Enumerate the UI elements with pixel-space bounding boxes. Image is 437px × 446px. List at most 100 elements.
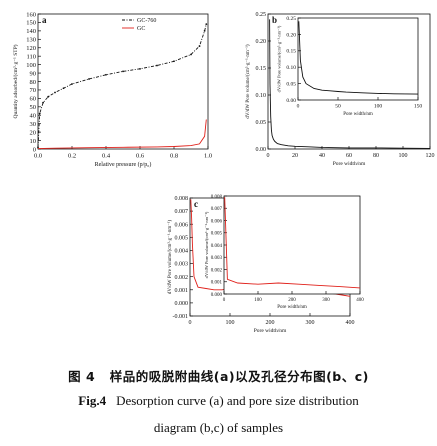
panel-a-xtick-label-3: 0.6 — [136, 153, 145, 160]
panel-b-xtick-label-2: 40 — [319, 153, 325, 159]
panel-a-letter: a — [42, 15, 47, 25]
panel-a-series-0-point-15 — [203, 29, 206, 32]
panel-b-inset-xlabel: Pore width/nm — [343, 112, 373, 117]
panel-b-ytick-label-1: 0.05 — [256, 120, 267, 126]
panel-c-inset-ytick-label-0: 0.000 — [211, 293, 223, 298]
caption-cn-label: 图 4 — [68, 369, 96, 384]
panel-c-inset-ytick-label-8: 0.008 — [211, 195, 223, 200]
panel-a-series-0-point-3 — [47, 95, 50, 98]
panel-b-inset-series-0-line — [298, 21, 419, 95]
panel-a-frame — [37, 13, 209, 150]
panel-a-ytick-label-10: 100 — [26, 62, 36, 69]
panel-c-inset-ytick-label-5: 0.005 — [211, 232, 223, 237]
panel-c-inset-xtick-label-1: 100 — [254, 298, 262, 303]
panel-b: 0 20 40 60 80 100 120 0.00 0.05 0.10 0.15 0.20 0.25 P… — [245, 12, 435, 167]
panel-a-series-0-point-14 — [198, 45, 201, 47]
panel-b-inset-xtick-label-2: 100 — [374, 104, 383, 110]
panel-b-letter: b — [272, 15, 277, 25]
panel-b-inset-ytick-label-4: 0.20 — [286, 32, 296, 38]
panel-c-ytick-label-0: -0.001 — [173, 314, 189, 320]
panel-a-ylabel: Quantity adsorbed/(cm³·g⁻¹ STP) — [12, 44, 19, 118]
panel-b-inset-frame — [297, 17, 419, 101]
panel-a-series-0-point-8 — [105, 73, 107, 76]
panel-c-xtick-label-2: 200 — [266, 320, 275, 326]
panel-a-series-0-point-16 — [205, 23, 208, 26]
panel-a-series-0-point-0 — [37, 146, 39, 149]
panel-a-series-0-point-10 — [139, 67, 141, 70]
panel-a-xtick-label-2: 0.4 — [102, 153, 111, 160]
panel-b-ytick-label-0: 0.00 — [256, 147, 267, 153]
panel-b-xtick-label-6: 120 — [426, 153, 435, 159]
panel-c-inset-xtick-label-4: 400 — [356, 298, 364, 303]
panel-c-inset-xtick-label-2: 200 — [288, 298, 296, 303]
panel-a-xtick-label-1: 0.2 — [68, 153, 76, 160]
caption-en-text-1: Desorption curve (a) and pore size distr… — [116, 393, 359, 408]
panel-c-ytick-label-3: 0.002 — [175, 275, 189, 281]
panel-a-xtick-label-5: 1.0 — [204, 153, 212, 160]
panel-a-series-0-point-12 — [173, 60, 175, 63]
caption-cn: 图 4 样品的吸脱附曲线(a)以及孔径分布图(b、c) — [0, 366, 437, 385]
panel-a-ytick-label-11: 110 — [26, 53, 36, 60]
panel-c-inset-xlabel: Pore width/nm — [277, 305, 307, 310]
panel-a-ytick-label-9: 90 — [30, 70, 37, 77]
panel-c-ytick-label-9: 0.008 — [175, 196, 189, 202]
panel-a-series-0-point-13 — [190, 53, 192, 56]
panel-a-xtick-label-0: 0.0 — [34, 153, 42, 160]
panel-a-ytick-label-2: 20 — [30, 129, 37, 136]
panel-a-ytick-label-7: 70 — [30, 87, 37, 94]
panel-c-ytick-label-2: 0.001 — [175, 288, 189, 294]
panel-c-ytick-label-7: 0.006 — [175, 222, 189, 228]
panel-a-ytick-label-13: 130 — [26, 37, 36, 44]
panel-b-inset-ylabel: dV/dW Pore volume/(cm³·g⁻¹·nm⁻¹) — [276, 25, 281, 92]
panel-a-series-0-line — [37, 23, 207, 148]
panel-b-inset-bg — [298, 18, 418, 100]
panel-c-ytick-label-6: 0.005 — [175, 235, 189, 241]
panel-c-letter: c — [194, 199, 198, 209]
panel-a-ytick-label-0: 0 — [33, 146, 36, 153]
panel-b-inset-ytick-label-3: 0.15 — [286, 49, 296, 55]
panel-c-inset-ylabel: dV/dW Pore volume/(cm³·g⁻¹·nm⁻¹) — [204, 211, 209, 278]
panel-b-xtick-label-1: 20 — [292, 153, 298, 159]
caption-en-label: Fig.4 — [78, 393, 107, 408]
panel-b-inset-ytick-label-5: 0.25 — [286, 16, 296, 22]
panel-b-series-0-line — [269, 19, 431, 149]
panel-a-ytick-label-6: 60 — [30, 96, 37, 103]
panel-b-xtick-label-3: 60 — [346, 153, 352, 159]
panel-a-xlabel: Relative pressure (p/p₀) — [95, 161, 152, 168]
caption-en: Fig.4 Desorption curve (a) and pore size … — [0, 393, 437, 409]
panel-c-xlabel: Pore width/nm — [254, 328, 287, 334]
panel-b-inset-xtick-label-0: 0 — [297, 104, 300, 110]
panel-c-inset-ytick-label-4: 0.004 — [211, 244, 223, 249]
panel-a-series-0-point-9 — [122, 70, 124, 73]
panel-b-ylabel: dV/dW Pore volume/(cm³·g⁻¹·nm⁻¹) — [245, 44, 251, 118]
panel-a-legend-label-0: GC-760 — [137, 18, 156, 24]
panel-a-series-0-point-6 — [71, 83, 73, 85]
panel-c-ytick-label-8: 0.007 — [175, 209, 189, 215]
panel-c-inset-ytick-label-2: 0.002 — [211, 268, 223, 273]
panel-a-series-0-point-1 — [38, 112, 41, 115]
panel-a-xtick-label-4: 0.8 — [170, 153, 178, 160]
panel-a-series-0-point-7 — [88, 78, 90, 80]
caption-en-text-2: diagram (b,c) of samples — [153, 420, 284, 435]
panel-c-inset-ytick-label-6: 0.006 — [211, 219, 223, 224]
panel-a-ytick-label-1: 10 — [30, 138, 37, 145]
panel-c-inset-xtick-label-0: 0 — [223, 298, 226, 303]
panel-a-ytick-label-5: 50 — [30, 104, 37, 111]
panel-a-series-0-point-2 — [42, 101, 44, 104]
panel-b-ytick-label-4: 0.20 — [256, 39, 267, 45]
panel-c-inset-ytick-label-7: 0.007 — [211, 207, 223, 212]
panel-b-ytick-label-2: 0.10 — [256, 93, 267, 99]
panel-a-series-1-line — [37, 119, 207, 150]
panel-c-inset-xtick-label-3: 300 — [322, 298, 330, 303]
panel-a-ytick-label-14: 140 — [26, 28, 36, 35]
panel-a-series-0-point-5 — [62, 87, 65, 90]
panel-a-ytick-label-15: 150 — [26, 20, 36, 27]
panel-b-inset-xtick-label-3: 150 — [414, 104, 423, 110]
panel-c-inset-series-0-line — [224, 197, 361, 289]
panel-a-series-0-point-4 — [54, 91, 56, 94]
panel-b-xtick-label-4: 80 — [373, 153, 379, 159]
panel-a-series-0-point-11 — [156, 64, 158, 67]
panel-b-ytick-label-5: 0.25 — [256, 12, 267, 18]
